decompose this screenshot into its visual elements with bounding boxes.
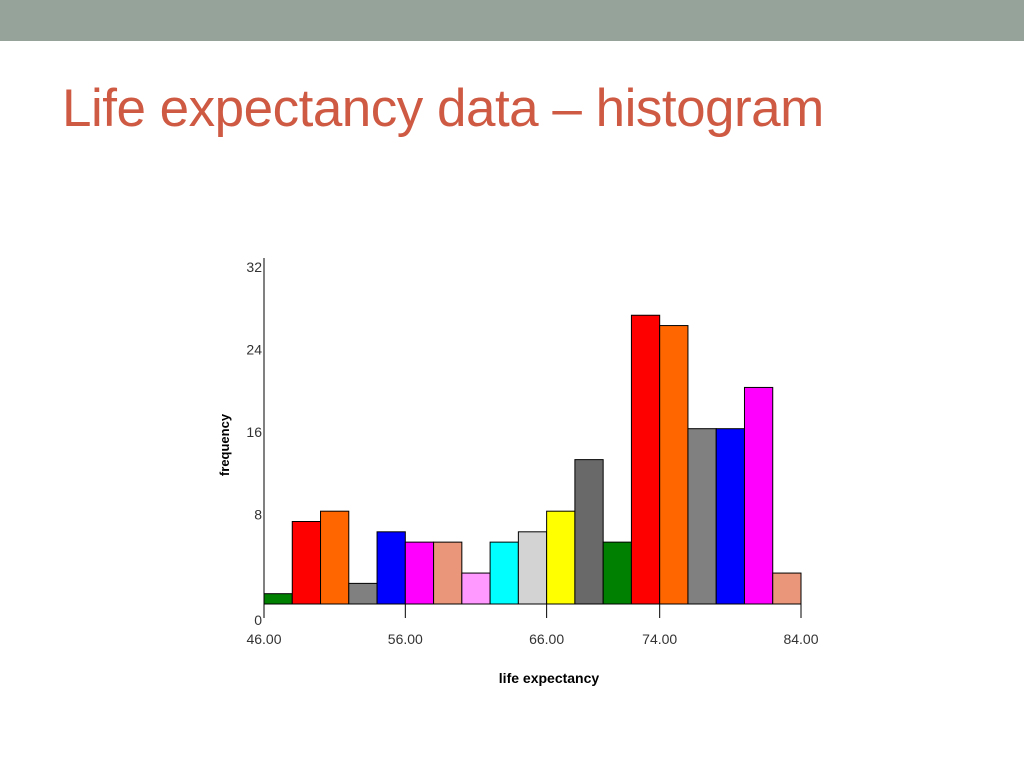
histogram-bar-5 [404, 541, 435, 605]
histogram-bar-18 [772, 572, 802, 605]
histogram-bar-6 [433, 541, 463, 605]
histogram-bar-4 [376, 531, 406, 605]
y-tick-label-3: 24 [246, 342, 262, 358]
histogram-bar-9 [517, 531, 548, 605]
histogram-bar-12 [602, 541, 632, 605]
histogram-bar-16 [715, 428, 745, 605]
x-axis-label: life expectancy [499, 670, 600, 686]
slide-title: Life expectancy data – histogram [62, 79, 824, 138]
x-tick-label-2: 66.00 [529, 631, 564, 647]
x-tick-label-4: 84.00 [783, 631, 818, 647]
histogram-bar-1 [291, 521, 322, 605]
histogram-bar-10 [546, 510, 576, 605]
y-tick-label-4: 32 [246, 259, 262, 275]
histogram-bar-8 [489, 541, 519, 605]
x-ticks-layer: 46.00 56.00 66.00 74.00 84.00 [246, 604, 819, 647]
bars-layer [263, 314, 802, 605]
histogram-bar-3 [348, 582, 378, 605]
histogram-bar-11 [574, 459, 604, 605]
y-tick-label-0: 0 [254, 612, 262, 628]
x-tick-label-1: 56.00 [388, 631, 423, 647]
histogram-chart: 46.00 56.00 66.00 74.00 84.00 0 8 16 24 32 frequ… [217, 258, 819, 686]
x-tick-label-3: 74.00 [642, 631, 677, 647]
y-ticks-layer: 0 8 16 24 32 [246, 259, 262, 628]
y-tick-label-2: 16 [246, 424, 262, 440]
histogram-bar-2 [320, 510, 350, 605]
histogram-bar-14 [659, 325, 689, 605]
y-axis-label: frequency [217, 413, 232, 476]
x-tick-label-0: 46.00 [246, 631, 281, 647]
histogram-bar-7 [461, 572, 491, 605]
histogram-bar-15 [687, 428, 717, 605]
top-bar [0, 0, 1024, 41]
histogram-bar-17 [743, 386, 774, 605]
histogram-bar-13 [630, 314, 661, 605]
histogram-bar-0 [263, 593, 293, 605]
y-tick-label-1: 8 [254, 507, 262, 523]
